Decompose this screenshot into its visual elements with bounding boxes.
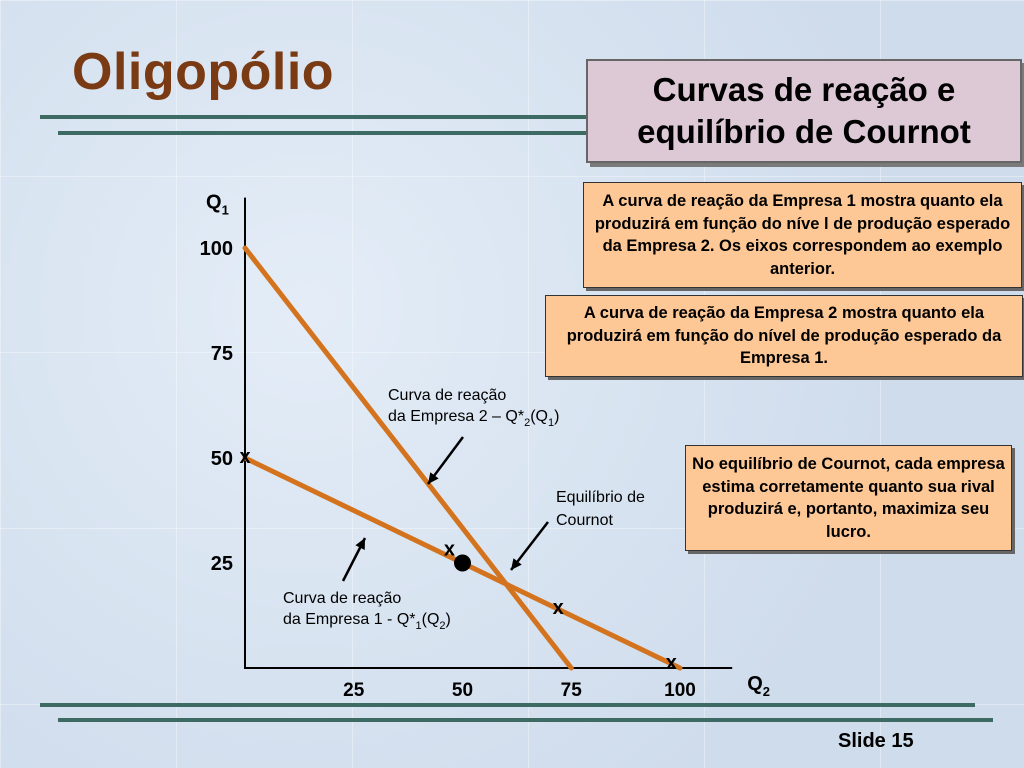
- firm2-curve-label-line2: da Empresa 2 – Q*2(Q1): [388, 408, 559, 429]
- x-tick-label: 50: [452, 680, 473, 701]
- x-tick-label: 25: [343, 680, 365, 701]
- firm2-label-arrow: [426, 436, 465, 485]
- x-mark: x: [444, 538, 455, 560]
- y-tick-label: 25: [211, 553, 233, 575]
- slide-number: Slide 15: [838, 730, 914, 752]
- y-tick-label: 75: [211, 343, 233, 365]
- footer-rule-bottom: [58, 718, 993, 722]
- y-tick-label: 100: [200, 238, 233, 260]
- firm1-label-arrow-head: [355, 538, 365, 550]
- firm2-curve-label-line1: Curva de reação: [388, 387, 506, 404]
- equilibrium-label-arrow: [510, 521, 549, 571]
- reaction-curve-2: [242, 455, 683, 671]
- equilibrium-label-line1: Equilíbrio de: [556, 489, 645, 506]
- slide-title: Oligopólio: [72, 43, 335, 101]
- note-firm2-curve: A curva de reação da Empresa 2 mostra qu…: [545, 295, 1023, 377]
- x-tick-label: 75: [561, 680, 583, 701]
- note-firm2-text: A curva de reação da Empresa 2 mostra qu…: [566, 304, 1002, 368]
- firm1-curve-label-line1: Curva de reação: [283, 590, 401, 607]
- firm1-label-arrow: [341, 537, 367, 582]
- note-equilibrium-text: No equilíbrio de Cournot, cada empresa e…: [692, 455, 1005, 541]
- note-equilibrium: No equilíbrio de Cournot, cada empresa e…: [685, 445, 1012, 551]
- note-firm1-text: A curva de reação da Empresa 1 mostra qu…: [594, 192, 1011, 278]
- reaction-curve-2: [242, 245, 574, 671]
- title-rule-top: [40, 115, 600, 119]
- equilibrium-label-line2: Cournot: [556, 512, 613, 529]
- y-axis-label-sub: 1: [222, 203, 229, 218]
- y-axis-label: Q1: [206, 192, 229, 218]
- subtitle-box: Curvas de reação e equilíbrio de Cournot: [586, 59, 1022, 163]
- firm2-label-arrow-head: [428, 472, 439, 484]
- footer-rule-top: [40, 703, 975, 707]
- x-axis-label-sub: 2: [763, 684, 770, 699]
- title-rule-bottom: [58, 131, 598, 135]
- x-axis-label: Q2: [747, 673, 770, 699]
- equilibrium-label-arrow-head: [511, 558, 522, 570]
- x-mark: x: [666, 652, 677, 674]
- firm1-curve-label-line2: da Empresa 1 - Q*1(Q2): [283, 611, 451, 632]
- x-mark: x: [553, 597, 564, 619]
- y-tick-label: 50: [211, 448, 233, 470]
- equilibrium-point: [454, 554, 471, 572]
- x-mark: x: [239, 446, 250, 468]
- note-firm1-curve: A curva de reação da Empresa 1 mostra qu…: [583, 182, 1022, 288]
- subtitle-text: Curvas de reação e equilíbrio de Cournot: [637, 71, 971, 150]
- x-tick-label: 100: [664, 680, 696, 701]
